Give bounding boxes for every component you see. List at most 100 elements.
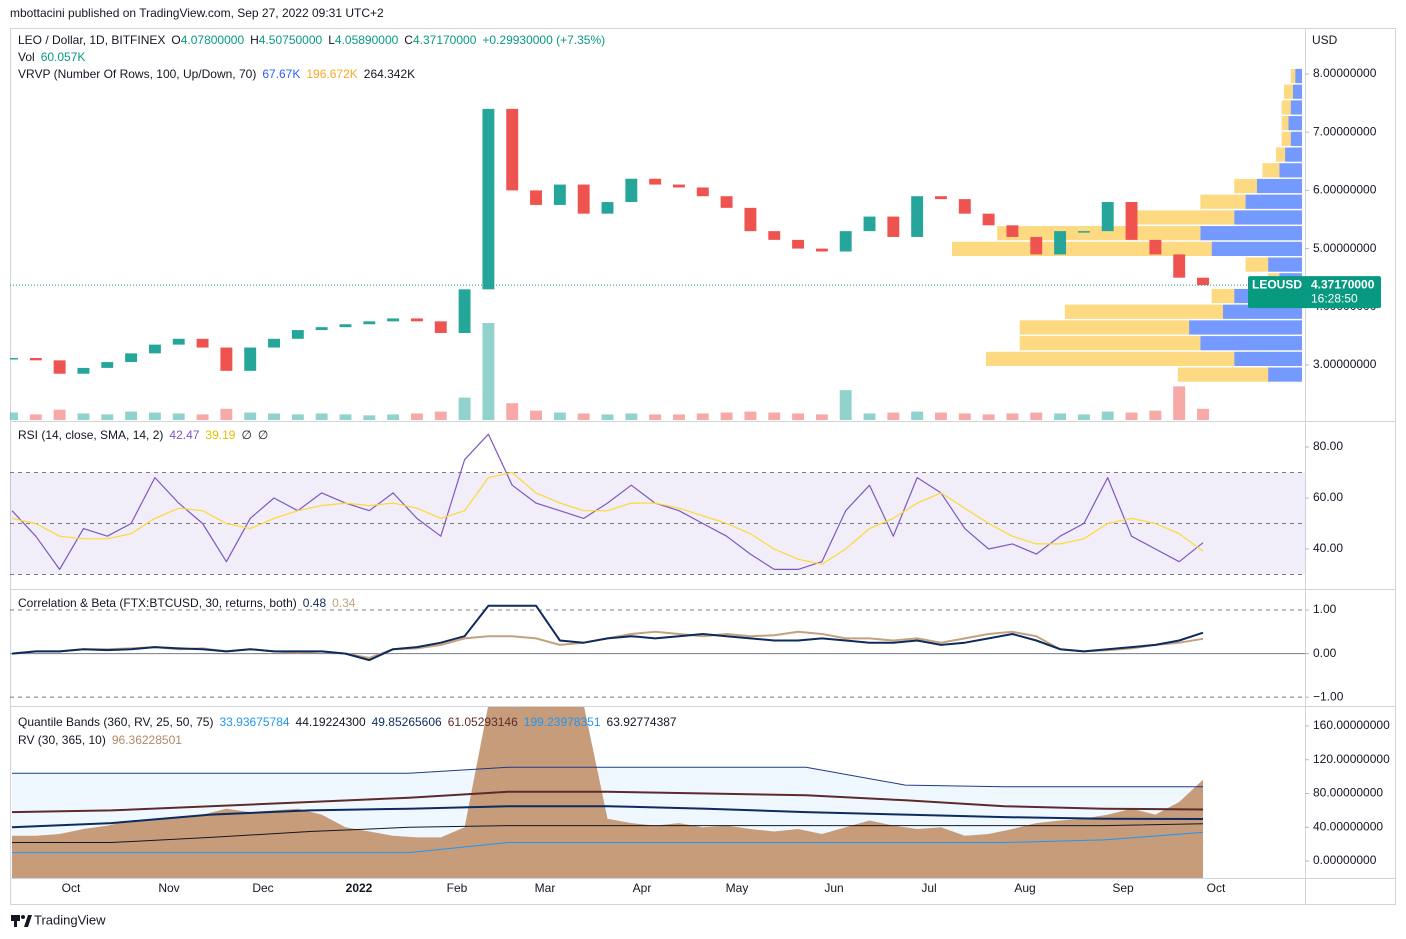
volume-bar [744,411,757,420]
profile-down [1262,163,1280,178]
candle [863,216,876,232]
symbol-title: LEO / Dollar, 1D, BITFINEX [18,33,165,47]
legend-value: 44.19224300 [296,715,366,729]
band-line [12,766,1203,788]
ohlc-value: 4.50750000 [259,33,323,47]
legend-value: 39.19 [205,428,235,442]
main-legend: LEO / Dollar, 1D, BITFINEX O4.07800000 H4.… [18,33,605,47]
candle [77,367,90,374]
change: +0.29930000 (+7.35%) [482,33,605,47]
rsi-title: RSI (14, close, SMA, 14, 2) [18,428,163,442]
profile-down [1200,194,1246,209]
corr-title: Correlation & Beta (FTX:BTCUSD, 30, retu… [18,596,297,610]
volume-bar [458,397,471,420]
candle [982,213,995,226]
x-tick-label: Jul [921,881,936,895]
volume-bar [410,413,423,420]
volume-bar [506,403,519,420]
profile-down [1281,100,1291,115]
vrvp-legend: VRVP (Number Of Rows, 100, Up/Down, 70) 6… [18,67,415,81]
legend-value: ∅ [241,428,251,442]
band-line [11,805,1204,829]
volume-bar [601,414,614,420]
candle [410,318,423,322]
x-tick-label: Aug [1014,881,1035,895]
profile-up [1292,84,1302,99]
profile-down [1064,304,1223,319]
profile-down [1290,68,1296,84]
ohlc-key: H [250,33,259,47]
candle [625,178,638,203]
volume-title: Vol [18,50,35,64]
candle [792,239,805,249]
volume-bar [673,414,685,420]
profile-up [1211,241,1302,256]
volume-bar [291,414,304,420]
y-tick-label: 5.00000000 [1313,241,1377,255]
volume-bar [649,414,662,420]
band-line [12,831,1204,854]
volume-bar [911,411,924,420]
band-line [11,790,1204,814]
profile-down [1211,288,1235,304]
volume-bar [1006,413,1019,420]
vrvp-title: VRVP (Number Of Rows, 100, Up/Down, 70) [18,67,256,81]
rsi-legend: RSI (14, close, SMA, 14, 2) 42.47 39.19 ∅ ∅ [18,428,268,442]
profile-down [1245,257,1269,272]
profile-up [1285,147,1302,162]
y-tick-label: 160.00000000 [1313,718,1390,732]
quantile-legend: Quantile Bands (360, RV, 25, 50, 75) 33.9… [18,715,677,729]
candle [1125,202,1138,240]
profile-up [1234,351,1302,366]
candle [744,207,757,232]
y-tick-label: 40.00000000 [1313,819,1383,833]
candle [577,184,590,214]
y-tick-label: 0.00 [1313,646,1337,660]
volume-bar [1149,410,1162,420]
candle [434,321,447,333]
volume-bar [887,412,900,420]
x-tick-label: Dec [252,881,273,895]
profile-down [1019,320,1190,335]
legend-value: 264.342K [364,67,415,81]
volume-bar [768,412,781,420]
price-tag [1248,276,1381,309]
brand-name: TradingView [34,912,106,927]
candle [291,330,304,339]
y-tick-label: 80.00000000 [1313,786,1383,800]
x-tick-label: Nov [158,881,179,895]
rv-legend: RV (30, 365, 10) 96.36228501 [18,733,182,747]
candle [458,289,471,333]
x-tick-label: May [726,881,749,895]
candle [601,202,614,214]
ohlc-value: 4.05890000 [335,33,399,47]
profile-up [1279,163,1302,178]
candle [553,184,566,205]
y-tick-label: 0.00000000 [1313,853,1377,867]
candle [10,358,18,360]
volume-bar [577,413,590,420]
volume-bar [268,413,280,420]
legend-value: 67.67K [262,67,300,81]
volume-bar [172,413,185,420]
volume-bar [792,413,805,420]
legend-value: 63.92774387 [607,715,677,729]
volume-bar [530,410,542,420]
volume-bar [1197,408,1209,420]
volume-bar [553,412,566,420]
volume-bar [434,411,447,420]
candle [1197,277,1209,286]
profile-down [952,241,1212,256]
currency: USD [1312,33,1338,47]
legend-value: 96.36228501 [112,733,182,747]
x-tick-label: Feb [447,881,468,895]
candle [958,199,971,214]
volume-bar [148,412,161,420]
volume-bar [935,412,947,420]
rv-area [12,707,1203,878]
symbol-tag: LEOUSD [1252,277,1302,291]
candle [339,324,352,328]
volume-bar [196,414,209,420]
